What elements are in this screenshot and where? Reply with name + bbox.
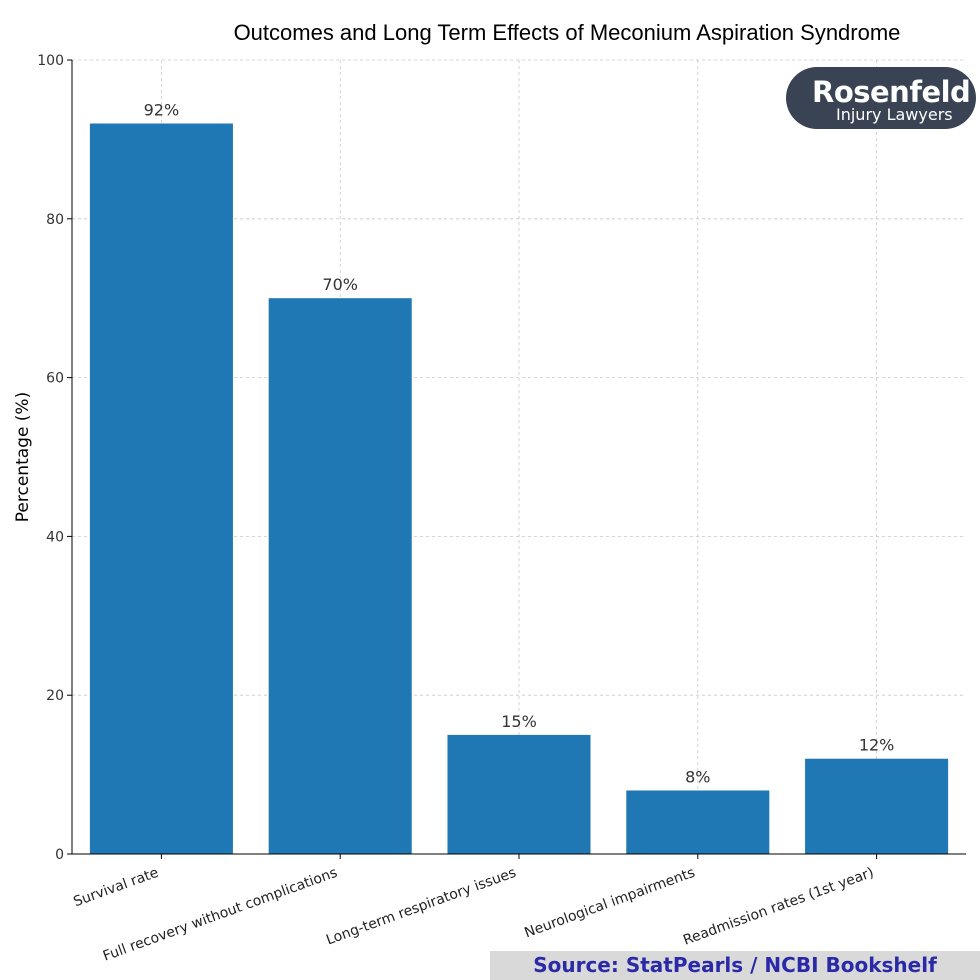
y-axis-label: Percentage (%): [13, 392, 33, 522]
data-label: 70%: [322, 275, 358, 294]
bars: 92% 70% 15% 8% 12%: [89, 101, 949, 854]
x-tick-label: Survival rate: [71, 865, 160, 911]
x-tick-label: Readmission rates (1st year): [681, 865, 876, 949]
data-label: 92%: [144, 101, 180, 120]
data-label: 8%: [685, 767, 710, 786]
y-axis-ticks: 0 20 40 60 80 100: [37, 53, 72, 863]
bar-readmission-rates-1st-year: [805, 758, 949, 854]
logo-name: Rosenfeld: [812, 75, 971, 109]
chart-title: Outcomes and Long Term Effects of Meconi…: [234, 20, 901, 45]
bar-survival-rate: [89, 123, 233, 854]
rosenfeld-logo: Rosenfeld Injury Lawyers: [786, 67, 976, 129]
x-tick-label: Long-term respiratory issues: [324, 865, 518, 949]
y-tick-label: 100: [37, 53, 64, 69]
bar-neurological-impairments: [626, 790, 770, 854]
data-label: 12%: [859, 736, 895, 755]
y-tick-label: 20: [46, 688, 64, 704]
axes: [71, 60, 966, 855]
x-tick-label: Neurological impairments: [522, 865, 697, 942]
y-tick-label: 0: [55, 847, 64, 863]
source-citation: Source: StatPearls / NCBI Bookshelf: [490, 951, 980, 980]
logo-subtitle: Injury Lawyers: [836, 105, 953, 124]
y-tick-label: 80: [46, 212, 64, 228]
y-tick-label: 40: [46, 529, 64, 545]
data-label: 15%: [501, 712, 537, 731]
y-tick-label: 60: [46, 371, 64, 387]
bar-full-recovery-without-complications: [268, 298, 412, 854]
bar-long-term-respiratory-issues: [447, 734, 591, 854]
